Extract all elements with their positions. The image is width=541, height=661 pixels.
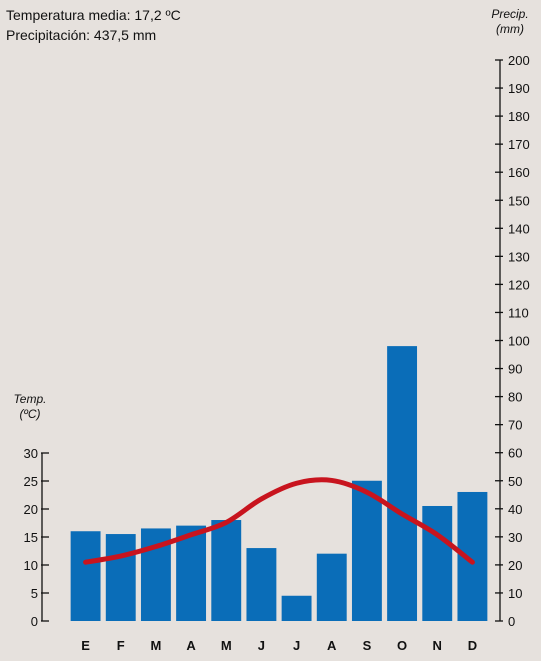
precipitation-axis: 0 10 20 30 40 50 60 70 80 90 100 110 120 130 140 150 160…: [495, 53, 530, 629]
temperature-axis: 0 5 10 15 20 25 30: [24, 446, 49, 629]
precip-bar-1: [70, 531, 101, 621]
month-label-2: F: [117, 638, 125, 653]
month-label-12: D: [468, 638, 477, 653]
month-label-11: N: [433, 638, 442, 653]
temp-axis-title: Temp.: [14, 392, 47, 406]
precip-tick-label: 110: [508, 305, 529, 320]
precip-tick-label: 70: [508, 418, 522, 433]
precip-tick-label: 200: [508, 53, 530, 68]
temp-tick-label: 20: [24, 502, 38, 517]
precip-bar-9: [351, 480, 382, 621]
precip-tick-label: 40: [508, 502, 522, 517]
precip-tick-label: 80: [508, 390, 522, 405]
precip-bar-7: [281, 595, 312, 621]
temp-tick-label: 30: [24, 446, 38, 461]
temp-tick-label: 25: [24, 474, 38, 489]
average-temperature-text: Temperatura media: 17,2 ºC: [6, 7, 181, 23]
precip-tick-label: 0: [508, 614, 515, 629]
precip-tick-label: 170: [508, 137, 530, 152]
month-label-9: S: [363, 638, 372, 653]
precip-tick-label: 90: [508, 362, 522, 377]
precip-tick-label: 50: [508, 474, 522, 489]
precip-tick-label: 120: [508, 277, 530, 292]
month-label-6: J: [258, 638, 265, 653]
month-label-10: O: [397, 638, 407, 653]
precip-tick-label: 160: [508, 165, 530, 180]
precip-tick-label: 10: [508, 586, 522, 601]
precip-tick-label: 30: [508, 530, 522, 545]
precip-tick-label: 190: [508, 81, 530, 96]
temperature-line: [83, 477, 475, 565]
month-label-8: A: [327, 638, 337, 653]
precip-bar-5: [211, 520, 242, 621]
month-label-4: A: [186, 638, 196, 653]
month-label-7: J: [293, 638, 300, 653]
precip-tick-label: 20: [508, 558, 522, 573]
precip-tick-label: 100: [508, 334, 530, 349]
precip-tick-label: 140: [508, 221, 530, 236]
precip-bar-2: [105, 534, 136, 621]
temp-tick-label: 15: [24, 530, 38, 545]
precip-bar-4: [176, 525, 207, 621]
precip-tick-label: 60: [508, 446, 522, 461]
temp-axis-unit: (ºC): [19, 407, 40, 421]
precip-bar-11: [422, 505, 453, 621]
month-label-1: E: [81, 638, 90, 653]
precip-tick-label: 150: [508, 193, 530, 208]
precip-bar-8: [316, 553, 347, 621]
precip-bar-6: [246, 548, 277, 621]
total-precipitation-text: Precipitación: 437,5 mm: [6, 27, 156, 43]
temp-tick-label: 0: [31, 614, 38, 629]
precip-tick-label: 180: [508, 109, 530, 124]
precip-tick-label: 130: [508, 249, 530, 264]
precip-axis-title: Precip.: [491, 7, 528, 21]
month-label-5: M: [221, 638, 232, 653]
precip-bar-10: [387, 346, 418, 621]
temp-tick-label: 5: [31, 586, 38, 601]
temp-tick-label: 10: [24, 558, 38, 573]
precip-axis-unit: (mm): [496, 22, 524, 36]
month-label-3: M: [150, 638, 161, 653]
